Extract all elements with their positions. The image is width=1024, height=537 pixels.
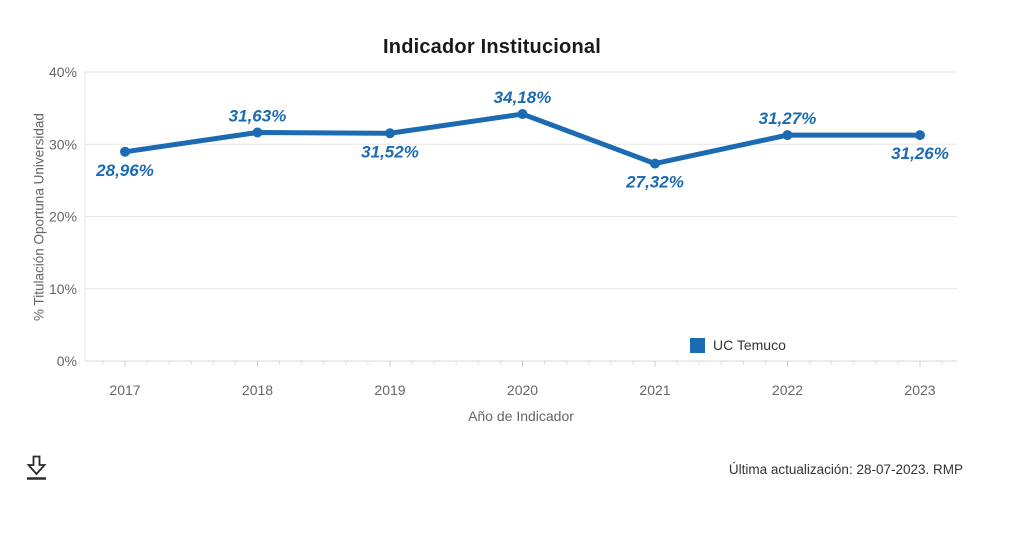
y-tick-label: 20% (49, 209, 77, 225)
data-point-2020[interactable] (517, 109, 528, 120)
x-tick-label: 2022 (772, 382, 803, 398)
line-chart: 0% 10% 20% 30% 40% 2017 2018 2019 2020 2021 2022 20… (49, 64, 957, 398)
download-icon (26, 455, 47, 480)
data-point-2018[interactable] (252, 127, 263, 138)
data-label-2022: 31,27% (759, 109, 817, 128)
y-axis-title: % Titulación Oportuna Universidad (31, 113, 47, 321)
y-tick-label: 10% (49, 281, 77, 297)
download-button[interactable] (23, 453, 51, 483)
legend-item-uc-temuco[interactable]: UC Temuco (690, 337, 786, 353)
last-update-note: Última actualización: 28-07-2023. RMP (728, 462, 963, 477)
x-tick-label: 2020 (507, 382, 538, 398)
data-label-2019: 31,52% (361, 142, 419, 161)
legend-label: UC Temuco (713, 337, 786, 353)
x-axis-title: Año de Indicador (468, 408, 574, 424)
x-tick-label: 2021 (639, 382, 670, 398)
y-tick-label: 30% (49, 136, 77, 152)
data-point-2022[interactable] (782, 130, 793, 141)
data-label-2021: 27,32% (625, 173, 684, 192)
y-tick-label: 40% (49, 64, 77, 80)
chart-title: Indicador Institucional (383, 36, 601, 58)
data-label-2020: 34,18% (494, 88, 552, 107)
data-label-2018: 31,63% (229, 106, 287, 125)
data-point-2019[interactable] (385, 128, 395, 139)
data-point-2023[interactable] (915, 130, 925, 141)
legend-swatch-icon (690, 337, 705, 353)
x-tick-label: 2019 (374, 382, 405, 398)
x-tick-label: 2023 (904, 382, 935, 398)
data-point-2017[interactable] (120, 146, 130, 157)
x-tick-label: 2017 (109, 382, 140, 398)
x-tick-label: 2018 (242, 382, 273, 398)
data-label-2023: 31,26% (891, 144, 949, 163)
data-label-2017: 28,96% (95, 161, 154, 180)
data-point-2021[interactable] (650, 158, 660, 169)
y-tick-label: 0% (57, 353, 77, 369)
